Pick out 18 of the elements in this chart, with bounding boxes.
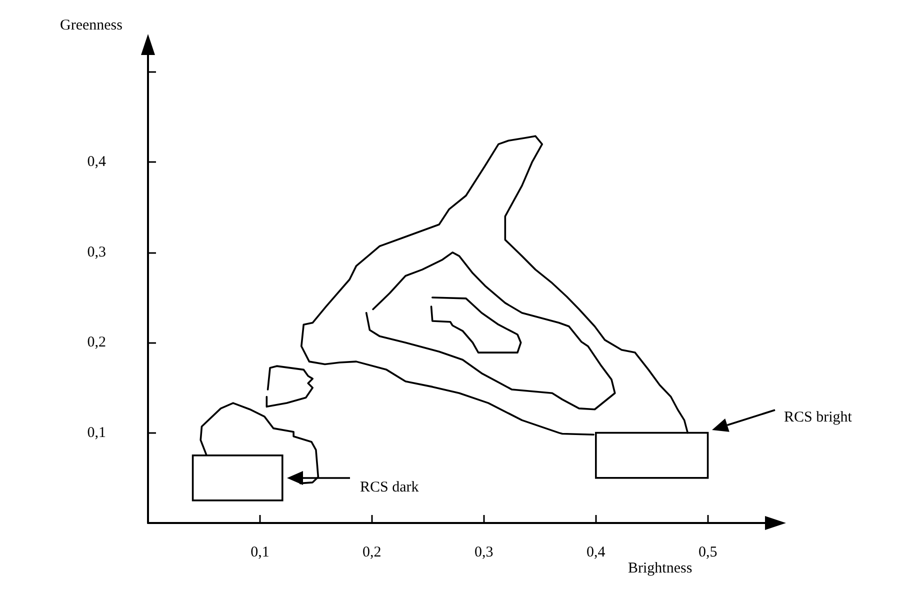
y-tick-label: 0,3 [87,244,106,260]
x-tick-label: 0,3 [474,544,494,560]
y-axis-title: Greenness [60,18,123,34]
x-tick-label: 0,1 [250,544,270,560]
x-axis-title: Brightness [628,560,692,576]
annotation: RCS dark [360,480,420,496]
line-series [430,296,522,354]
y-tick-label: 0,4 [87,154,106,170]
text: RCS bright [784,410,853,426]
x-tick-label: 0,5 [698,544,718,560]
x-tick-label: 0,4 [586,544,606,560]
y-tick-label: 0,2 [87,334,106,351]
line-series [365,252,616,410]
line-series [300,135,689,436]
line-series [200,402,320,484]
line-series [266,365,314,408]
x-tick-label: 0,2 [362,544,382,560]
y-tick-label: 0,1 [87,424,106,441]
